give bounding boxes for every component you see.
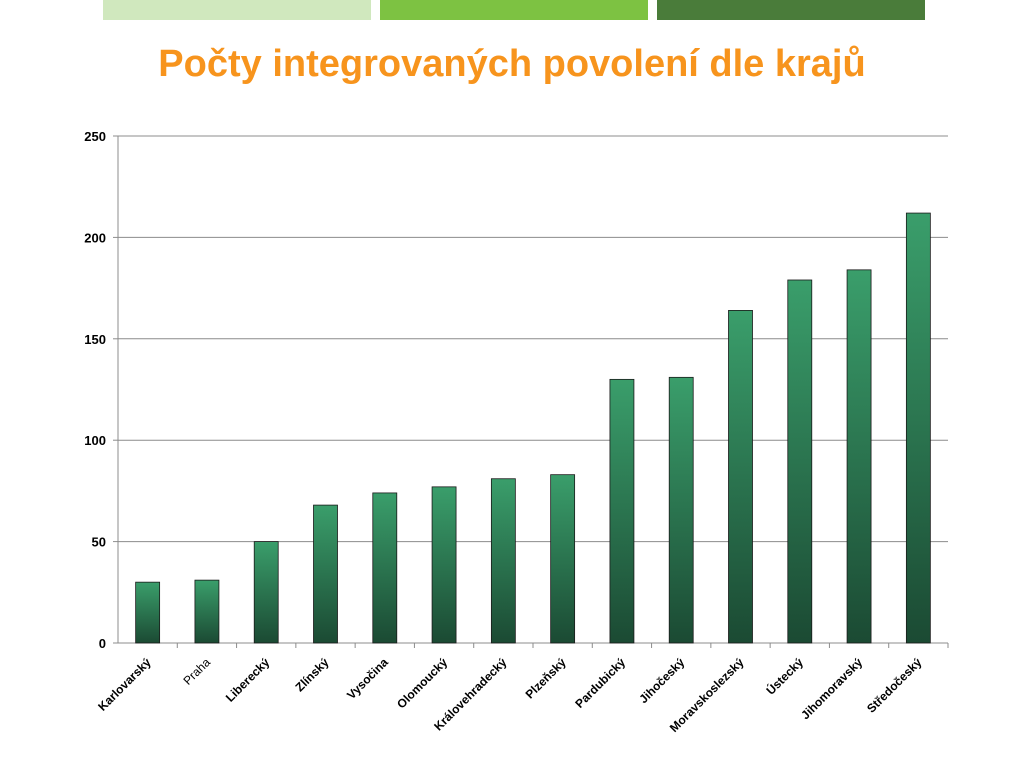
- x-category-label: Ústecký: [763, 654, 806, 697]
- y-tick-label: 150: [84, 332, 106, 347]
- bar: [313, 504, 338, 644]
- top-decoration-bar-medium: [380, 0, 648, 20]
- y-tick-label: 0: [99, 636, 106, 651]
- x-category-label: Jihočeský: [636, 655, 687, 706]
- slide-title: Počty integrovaných povolení dle krajů: [158, 43, 866, 85]
- x-category-label: Praha: [181, 655, 214, 688]
- bar: [372, 492, 398, 644]
- bar: [550, 474, 576, 644]
- x-category-label: Jihomoravský: [798, 655, 865, 722]
- x-category-label: Plzeňský: [523, 655, 569, 701]
- bars: [135, 212, 931, 644]
- x-category-label: Středočeský: [864, 655, 925, 716]
- bar: [194, 579, 220, 644]
- bar: [609, 378, 635, 644]
- top-decoration-bar-dark: [657, 0, 925, 20]
- top-decoration-bar-light: [103, 0, 371, 20]
- bar: [668, 376, 694, 644]
- bar: [787, 279, 813, 644]
- y-tick-label: 250: [84, 129, 106, 144]
- bar: [431, 486, 457, 644]
- bar: [135, 581, 161, 644]
- gridlines: [118, 135, 948, 543]
- x-category-label: Olomoucký: [394, 655, 450, 711]
- y-tick-label: 100: [84, 433, 106, 448]
- x-category-label: Zlínský: [292, 655, 331, 694]
- x-category-label: Liberecký: [223, 655, 273, 705]
- y-tick-label: 200: [84, 230, 106, 245]
- y-tick-label: 50: [92, 535, 106, 550]
- axes: [113, 135, 949, 648]
- x-category-label: Karlovarský: [95, 655, 154, 714]
- bar: [728, 310, 753, 644]
- bar: [846, 269, 872, 644]
- x-category-label: Vysočina: [344, 655, 391, 702]
- bar: [490, 478, 516, 644]
- bar: [253, 541, 279, 644]
- x-category-label: Pardubický: [572, 655, 628, 711]
- bar: [905, 212, 931, 644]
